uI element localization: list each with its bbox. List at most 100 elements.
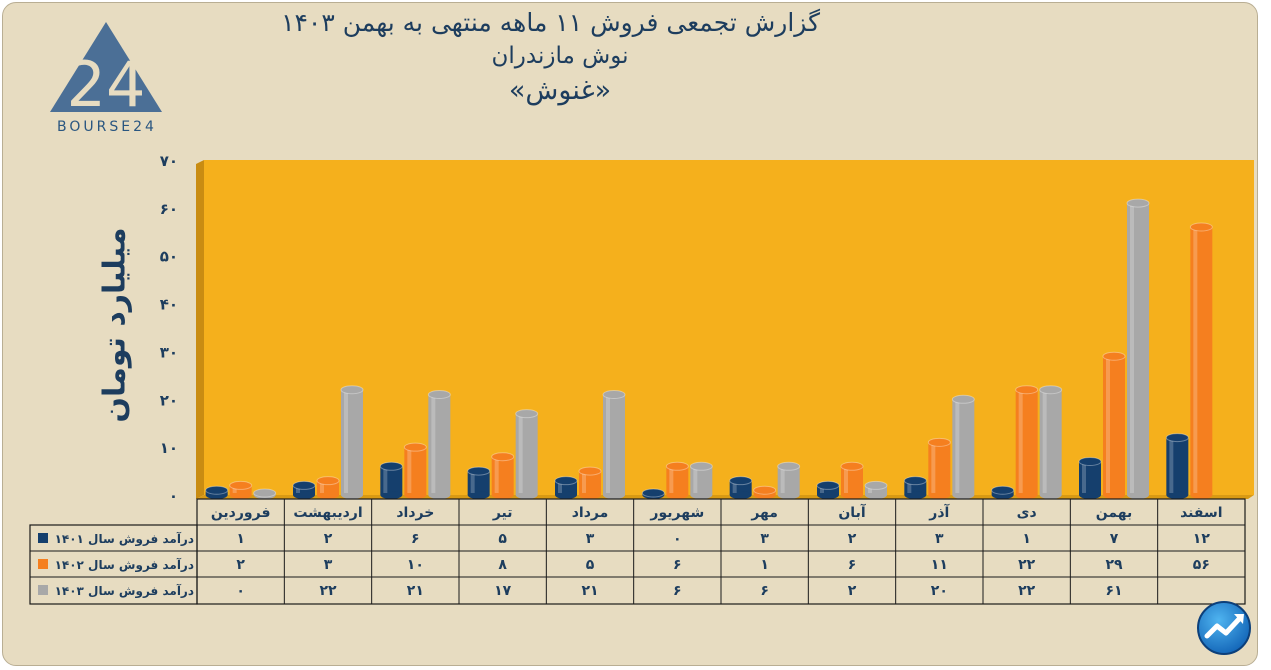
bar (1015, 389, 1038, 495)
bar-top (427, 390, 451, 399)
bar-highlight (606, 396, 610, 493)
data-value-label: ۲۲ (1018, 557, 1036, 573)
bar-base (404, 491, 427, 499)
bar (603, 394, 625, 495)
data-value-label: ۶۱ (1105, 583, 1122, 599)
bar-base (777, 491, 800, 499)
bar-base (690, 491, 713, 499)
bar (952, 399, 975, 495)
data-value-label: ۰ (673, 531, 682, 547)
bar-highlight (558, 482, 562, 493)
bar (404, 447, 427, 495)
bar-highlight (383, 468, 388, 493)
bar-top (578, 466, 602, 476)
bar (380, 466, 403, 495)
bar (1103, 356, 1125, 495)
bar (666, 466, 689, 495)
data-value-label: ۱ (760, 557, 769, 573)
bar (777, 466, 800, 495)
bar-top (491, 452, 515, 462)
category-label: دی (1017, 505, 1037, 521)
data-value-label: ۲ (236, 557, 245, 573)
bar-highlight (955, 401, 960, 493)
data-value-label: ۶ (760, 583, 769, 599)
category-label: مهر (750, 505, 778, 521)
bar-highlight (868, 487, 872, 493)
bar-top (292, 480, 316, 490)
bar (555, 480, 577, 495)
data-value-label: ۷ (1110, 531, 1119, 547)
bar-base (515, 491, 538, 499)
category-label: خرداد (396, 505, 434, 521)
bar-base (1103, 491, 1125, 499)
chart-titles: گزارش تجمعی فروش ۱۱ ماهه منتهی به بهمن ۱… (281, 6, 820, 110)
bar-base (865, 491, 887, 499)
bar-top (253, 488, 277, 498)
data-value-label: ۲ (848, 583, 857, 599)
bar-top (1039, 385, 1063, 395)
data-value-label: ۱ (236, 531, 245, 547)
bar-top (641, 488, 665, 498)
bar-base (317, 491, 339, 499)
trend-arrow-icon (1197, 601, 1251, 655)
legend-label: درآمد فروش سال ۱۴۰۱ (55, 531, 194, 547)
bar-highlight (582, 473, 586, 493)
category-label: آذر (928, 503, 950, 521)
data-value-label: ۰ (236, 583, 245, 599)
bar-highlight (780, 468, 785, 493)
legend-swatch (38, 533, 48, 543)
bar-top (379, 461, 403, 471)
bar (690, 466, 713, 495)
bar-base (952, 491, 975, 499)
bar-top (229, 480, 253, 490)
bar-base (1079, 491, 1101, 499)
bar-top (816, 480, 840, 490)
bar-highlight (732, 482, 737, 493)
bar-highlight (494, 458, 499, 493)
bar-top (1165, 433, 1189, 443)
bar-top (777, 461, 801, 471)
category-label: بهمن (1096, 505, 1132, 521)
bar-top (840, 461, 864, 471)
bar (1190, 227, 1213, 495)
bar-base (380, 491, 403, 499)
data-value-label: ۲۲ (319, 583, 337, 599)
bar-highlight (1018, 391, 1023, 493)
bar (428, 394, 451, 495)
bar-base (579, 491, 601, 499)
data-value-label: ۳ (935, 531, 944, 547)
bar (491, 456, 514, 495)
data-value-label: ۲۱ (407, 583, 424, 599)
bar-top (467, 466, 491, 476)
bar-top (689, 461, 713, 471)
bar (1166, 437, 1189, 495)
bar-highlight (518, 415, 523, 493)
plot-side-wall (196, 160, 204, 499)
data-value-label: ۱۲ (1193, 531, 1211, 547)
bar-highlight (1130, 205, 1134, 494)
plot-floor (196, 495, 1254, 499)
data-value-label: ۳ (324, 557, 333, 573)
bar-top (753, 485, 777, 495)
bar-highlight (1193, 229, 1198, 493)
data-value-label: ۶ (848, 557, 857, 573)
data-value-label: ۶ (411, 531, 420, 547)
bar-base (1039, 491, 1062, 499)
bar-highlight (907, 482, 912, 493)
chart-title: گزارش تجمعی فروش ۱۱ ماهه منتهی به بهمن ۱… (281, 8, 820, 37)
category-label: تیر (492, 505, 513, 521)
data-value-label: ۳ (760, 531, 769, 547)
bar (293, 485, 315, 495)
bar-top (1078, 457, 1102, 466)
bar (515, 413, 538, 495)
bar-top (1015, 385, 1039, 395)
category-label: مرداد (572, 505, 609, 521)
bar-top (864, 480, 888, 490)
data-value-label: ۵ (498, 531, 507, 547)
bar-base (603, 491, 625, 499)
bar-base (666, 491, 689, 499)
legend-label: درآمد فروش سال ۱۴۰۳ (55, 583, 194, 599)
bar-base (817, 491, 839, 499)
bar-top (205, 485, 229, 495)
bar-top (951, 394, 975, 404)
